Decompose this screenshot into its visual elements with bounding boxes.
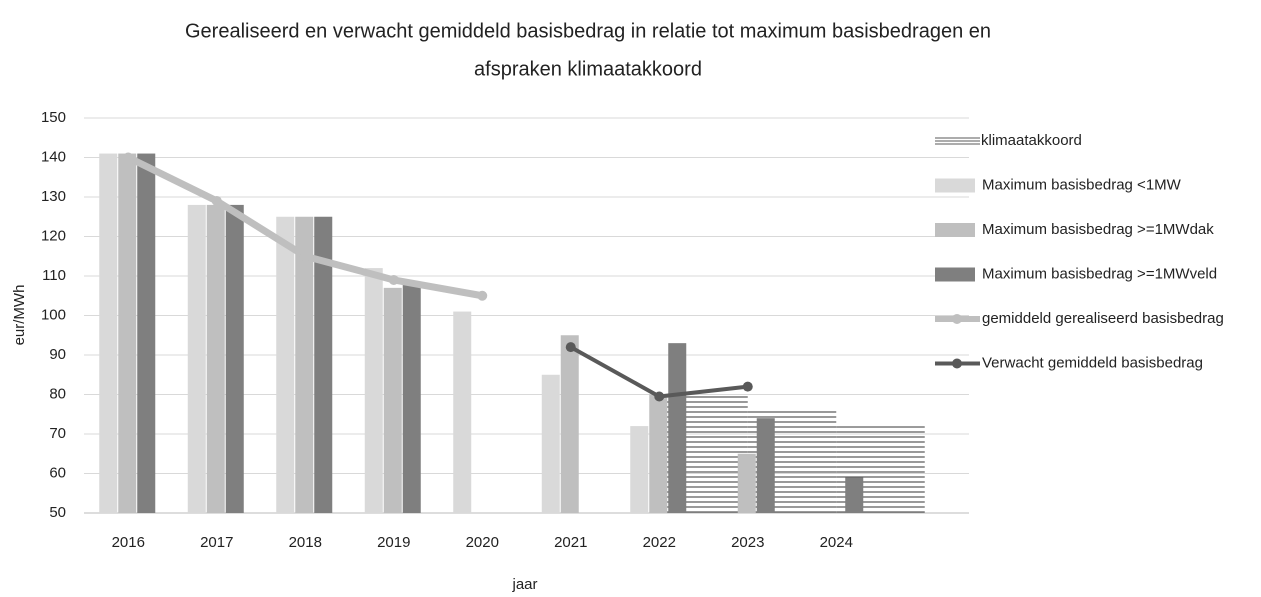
bar [137, 153, 156, 514]
bar [225, 204, 244, 513]
y-tick-label: 50 [49, 504, 66, 521]
bar [187, 204, 206, 513]
y-tick-label: 140 [41, 148, 66, 165]
line-marker [477, 290, 488, 301]
bar [630, 426, 649, 513]
chart-title: afspraken klimaatakkoord [474, 58, 702, 80]
legend-label: Maximum basisbedrag >=1MWdak [982, 221, 1214, 238]
y-tick-label: 100 [41, 306, 66, 323]
bar [402, 283, 421, 513]
x-axis-label: jaar [511, 576, 537, 592]
bar [541, 374, 560, 513]
legend-label: klimaatakkoord [981, 132, 1082, 149]
legend-symbol [935, 223, 975, 237]
y-tick-label: 90 [49, 346, 66, 363]
y-tick-label: 130 [41, 188, 66, 205]
y-tick-label: 120 [41, 227, 66, 244]
line-marker [123, 152, 134, 163]
line-marker [565, 342, 576, 353]
y-tick-label: 150 [41, 109, 66, 126]
x-tick-label: 2023 [731, 534, 764, 551]
legend-label: gemiddeld gerealiseerd basisbedrag [982, 310, 1224, 327]
x-tick-label: 2022 [643, 534, 676, 551]
bar [276, 216, 295, 513]
bar [99, 153, 118, 514]
bar [560, 335, 579, 513]
y-tick-label: 70 [49, 425, 66, 442]
x-tick-label: 2017 [200, 534, 233, 551]
bar [206, 204, 225, 513]
chart-title: Gerealiseerd en verwacht gemiddeld basis… [185, 20, 991, 42]
x-tick-label: 2024 [820, 534, 853, 551]
legend-symbol [935, 267, 975, 282]
line-marker [388, 274, 399, 285]
legend-symbol [952, 314, 962, 324]
bar [295, 216, 314, 513]
bar [845, 477, 864, 513]
y-tick-label: 80 [49, 385, 66, 402]
x-tick-label: 2021 [554, 534, 587, 551]
x-tick-label: 2020 [466, 534, 499, 551]
bar [649, 394, 668, 513]
bar [453, 311, 472, 513]
bar [756, 418, 775, 513]
line-marker [742, 381, 753, 392]
legend-symbol [952, 358, 962, 369]
bar [364, 268, 383, 513]
y-axis-label: eur/MWh [11, 285, 28, 346]
x-tick-label: 2018 [289, 534, 322, 551]
bar [314, 216, 333, 513]
line-marker [211, 195, 222, 206]
x-tick-label: 2016 [112, 534, 145, 551]
line-marker [654, 391, 665, 402]
bar [668, 343, 687, 513]
legend-label: Verwacht gemiddeld basisbedrag [982, 354, 1203, 371]
y-tick-label: 110 [42, 267, 66, 284]
legend-label: Maximum basisbedrag >=1MWveld [982, 265, 1217, 282]
bar [737, 453, 756, 513]
x-tick-label: 2019 [377, 534, 410, 551]
y-tick-label: 60 [49, 464, 66, 481]
legend-symbol [935, 178, 975, 193]
bar [118, 153, 137, 514]
bar [383, 287, 402, 513]
line-marker [300, 251, 311, 262]
legend-label: Maximum basisbedrag <1MW [982, 176, 1182, 193]
